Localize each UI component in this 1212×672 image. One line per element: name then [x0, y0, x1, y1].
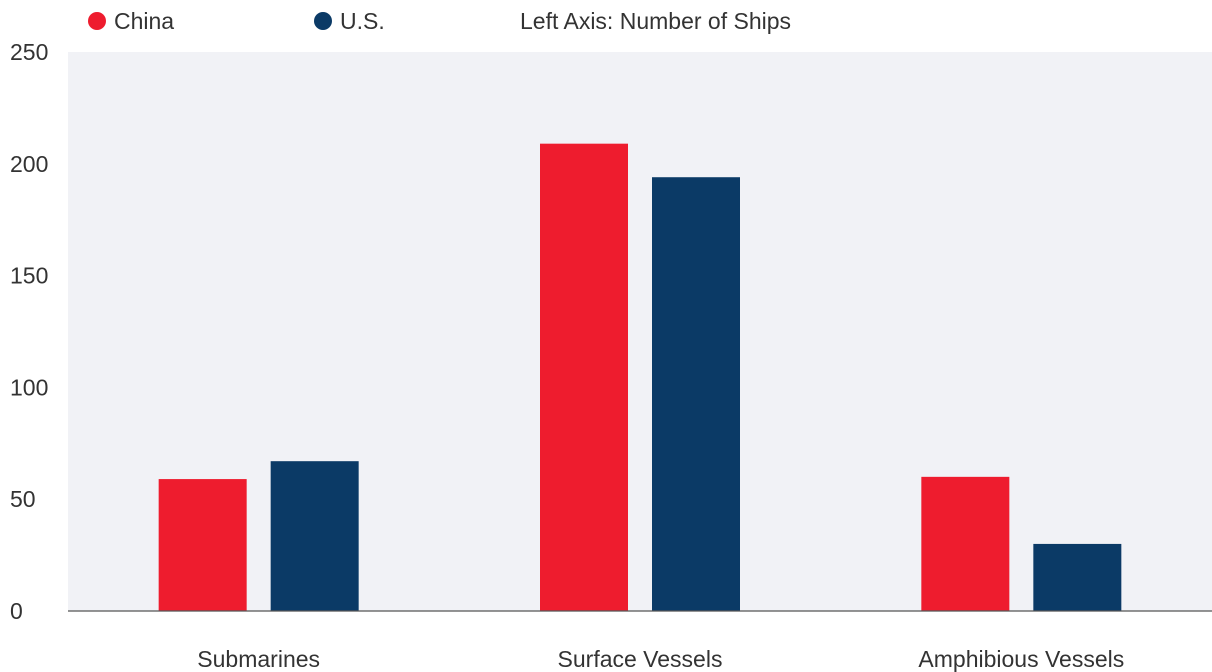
legend-label-china: China	[114, 8, 175, 34]
legend: China U.S. Left Axis: Number of Ships	[0, 6, 1212, 36]
legend-label-us: U.S.	[340, 8, 385, 34]
x-tick-label: Submarines	[197, 646, 320, 672]
y-tick-label: 150	[10, 263, 48, 289]
y-tick-label: 0	[10, 598, 23, 624]
bar-us-2	[1033, 543, 1122, 611]
x-tick-label: Surface Vessels	[558, 646, 723, 672]
y-tick-label: 200	[10, 151, 48, 177]
y-tick-label: 100	[10, 374, 48, 400]
bar-china-2	[921, 476, 1010, 611]
bar-us-0	[270, 461, 359, 611]
bar-us-1	[652, 177, 740, 611]
legend-item-us: U.S.	[314, 6, 385, 36]
y-tick-label: 250	[10, 39, 48, 65]
legend-swatch-china	[88, 12, 106, 30]
axis-note: Left Axis: Number of Ships	[520, 8, 792, 34]
legend-item-china: China	[88, 6, 174, 36]
plot-area	[68, 52, 1212, 611]
bar-china-1	[540, 143, 628, 611]
legend-swatch-us	[314, 12, 332, 30]
y-tick-label: 50	[10, 486, 36, 512]
bar-china-0	[158, 479, 247, 611]
x-tick-label: Amphibious Vessels	[918, 646, 1124, 672]
